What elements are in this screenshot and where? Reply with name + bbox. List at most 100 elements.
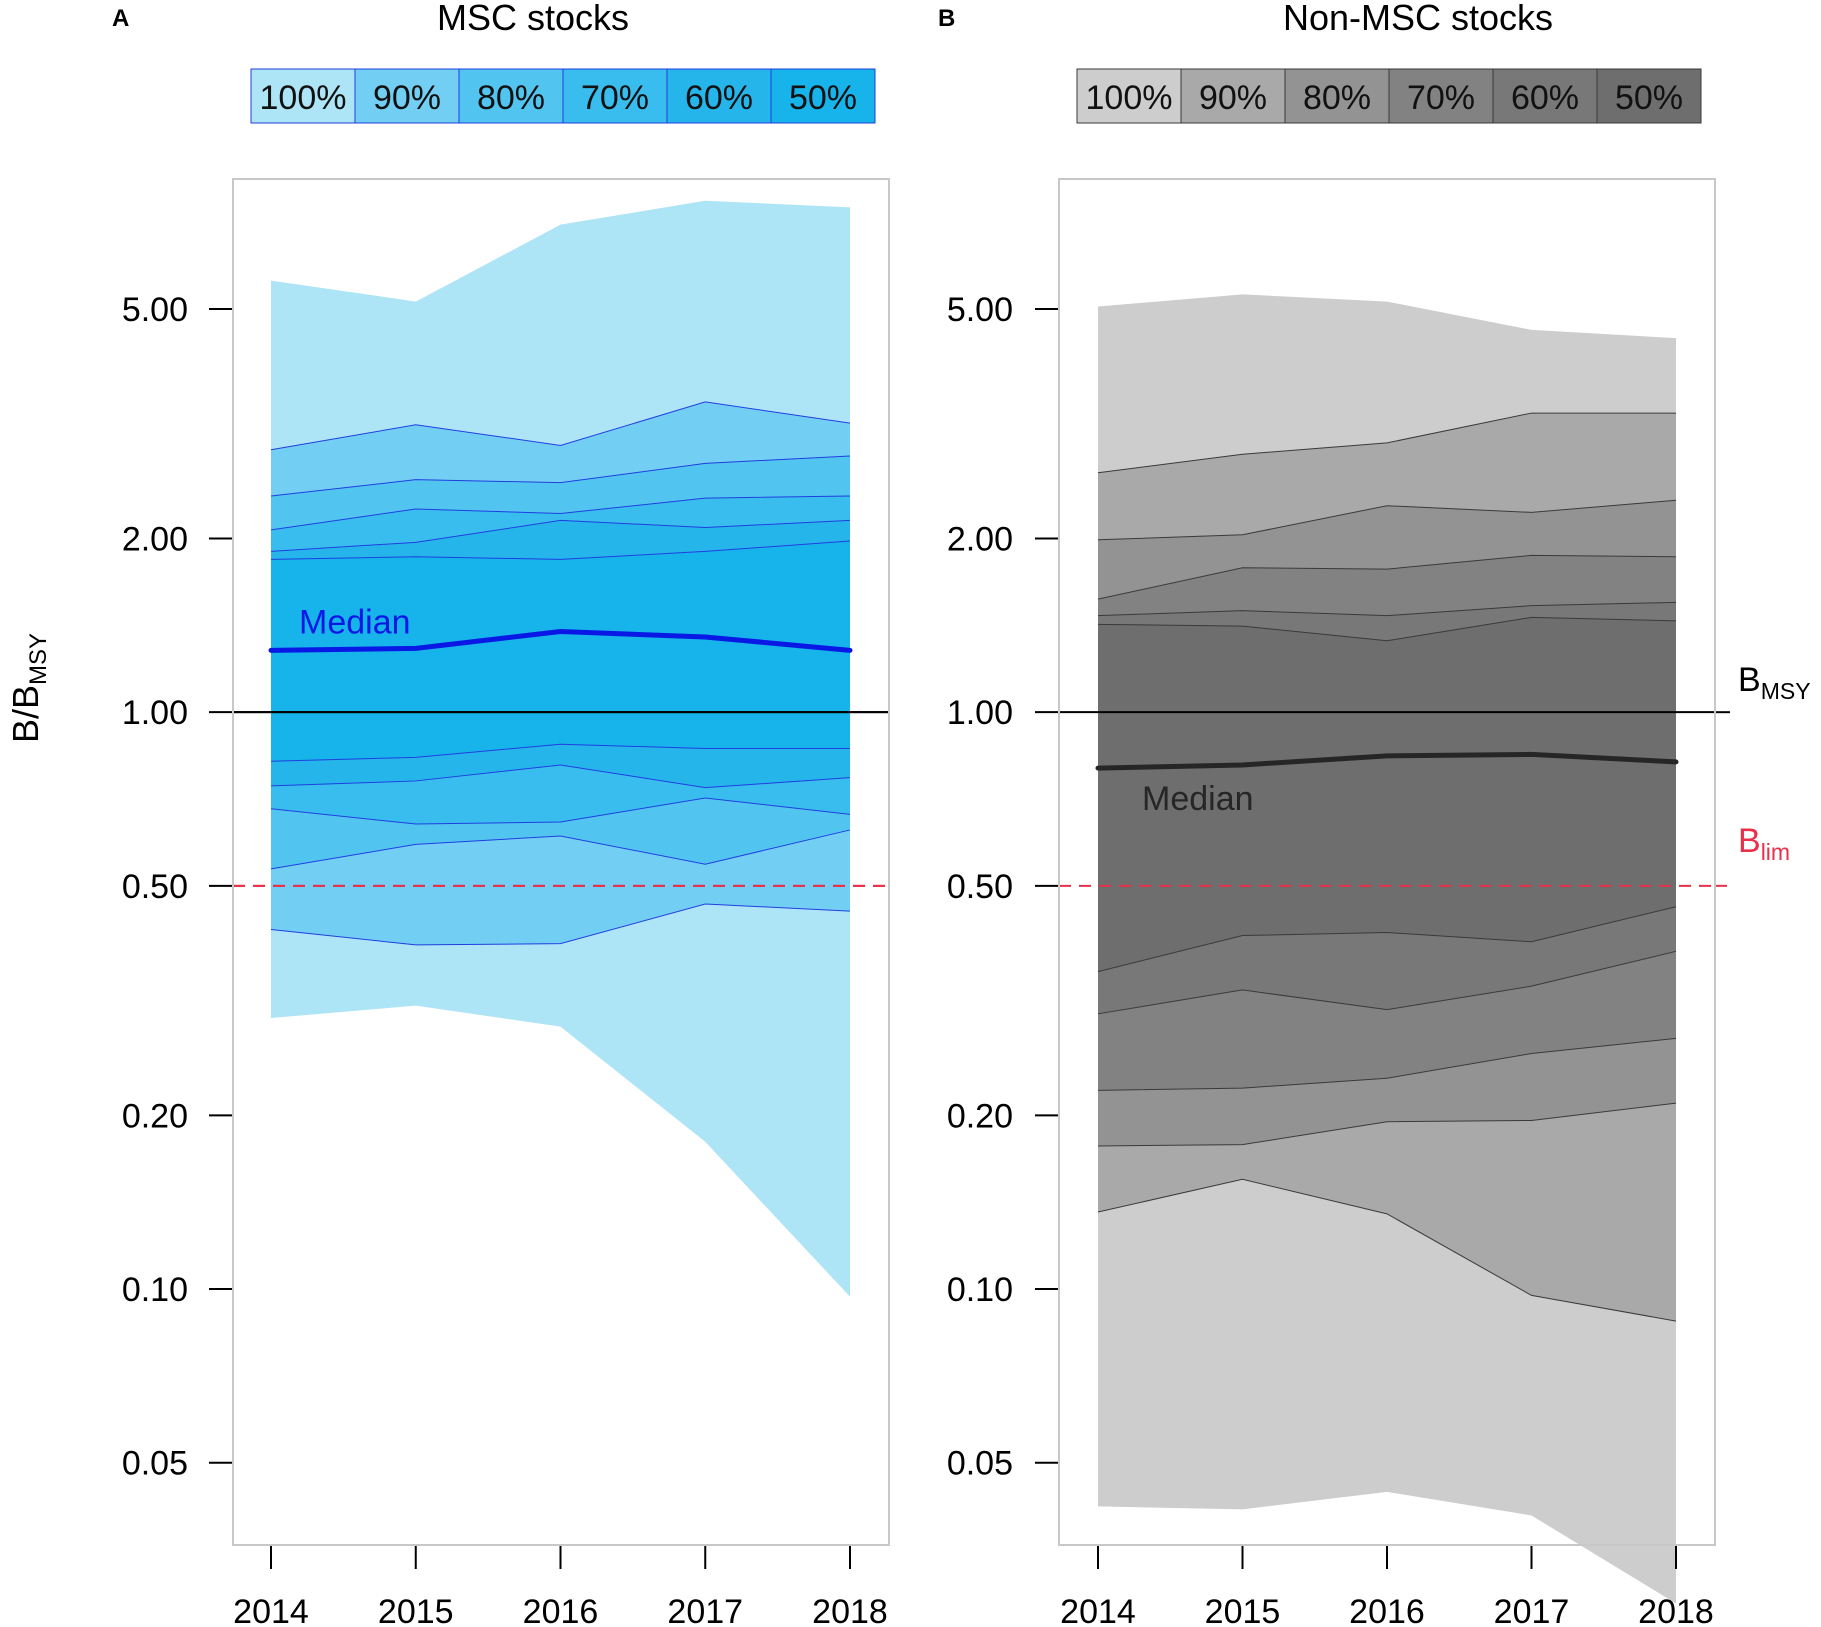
legend-swatch <box>354 68 460 124</box>
legend-label: 60% <box>685 79 753 117</box>
band-lower-edge <box>1097 1102 1677 1147</box>
band-upper-edge <box>1097 499 1677 541</box>
legend-label: 90% <box>1199 79 1267 117</box>
x-tick-label: 2017 <box>667 1593 743 1627</box>
blim-label: Blim <box>1738 822 1790 865</box>
bmsy-label-main: B <box>1738 661 1761 699</box>
panel-a: A MSC stocks 100% 90% 80% 70% 60% 50% Median … <box>112 0 890 1627</box>
y-tick-label: 2.00 <box>122 521 188 559</box>
y-tick-label: 5.00 <box>122 291 188 329</box>
band-upper-edge <box>270 401 851 451</box>
x-tick-label: 2014 <box>1060 1593 1136 1627</box>
legend-swatch <box>1284 68 1390 124</box>
bmsy-label-sub: MSY <box>1761 678 1811 704</box>
y-tick-label: 1.00 <box>122 694 188 732</box>
median-series: Median <box>1095 751 1679 818</box>
legend-label: 50% <box>789 79 857 117</box>
x-tick-label: 2014 <box>233 1593 309 1627</box>
band-lower-edge <box>1097 906 1677 973</box>
legend-swatch <box>1388 68 1494 124</box>
band-lower-edge <box>270 743 850 762</box>
y-tick-label: 1.00 <box>947 694 1013 732</box>
x-tick-label: 2015 <box>1205 1593 1281 1627</box>
x-tick-label: 2018 <box>1638 1593 1714 1627</box>
y-tick-label: 2.00 <box>947 521 1013 559</box>
legend-label: 60% <box>1511 79 1579 117</box>
band-upper-edge <box>1097 601 1677 617</box>
band-upper-edge <box>1097 616 1677 642</box>
median-line <box>1095 751 1679 771</box>
band-lower-edge <box>1097 950 1677 1015</box>
y-tick-label: 0.50 <box>947 868 1013 906</box>
band-upper-edge <box>270 455 851 497</box>
band-upper-edge <box>270 495 851 531</box>
band-lower-edge <box>270 829 851 870</box>
median-series: Median <box>268 603 853 653</box>
y-tick-label: 0.05 <box>122 1445 188 1483</box>
reference-lines <box>233 711 889 887</box>
legend-label: 70% <box>1407 79 1475 117</box>
plot-frame <box>232 178 890 1546</box>
confidence-bands <box>1097 294 1677 1604</box>
band-lower-edge <box>270 903 851 946</box>
panel-letter: A <box>112 5 129 32</box>
legend-label: 100% <box>260 79 347 117</box>
y-axis-label: B/BMSY <box>5 633 52 743</box>
legend-swatch <box>562 68 668 124</box>
y-axis-label-sub: MSY <box>25 633 52 685</box>
x-tick-label: 2016 <box>523 1593 599 1627</box>
x-tick-label: 2018 <box>812 1593 888 1627</box>
y-axis: 0.05 0.10 0.20 0.50 1.00 2.00 5.00 <box>122 291 233 1483</box>
y-tick-label: 0.20 <box>122 1097 188 1135</box>
y-axis: 0.05 0.10 0.20 0.50 1.00 2.00 5.00 <box>947 291 1059 1483</box>
legend-label: 50% <box>1615 79 1683 117</box>
median-label: Median <box>299 603 411 641</box>
y-tick-label: 0.10 <box>947 1271 1013 1309</box>
band-lower-edge <box>1097 1037 1677 1091</box>
band-upper-edge <box>1097 412 1676 474</box>
x-axis: 2014 2015 2016 2017 2018 <box>233 1544 888 1627</box>
blim-label-sub: lim <box>1761 839 1790 865</box>
panel-letter: B <box>938 5 955 32</box>
band-area <box>1098 617 1676 972</box>
legend-label: 80% <box>1303 79 1371 117</box>
legend-swatch <box>770 68 876 124</box>
median-line <box>268 628 853 653</box>
band-upper-edge <box>270 540 851 560</box>
legend-swatch <box>1596 68 1702 124</box>
legend-swatch <box>458 68 564 124</box>
x-tick-label: 2015 <box>378 1593 454 1627</box>
band-lower-edge <box>1097 1178 1677 1322</box>
y-tick-label: 0.50 <box>122 868 188 906</box>
x-tick-label: 2017 <box>1494 1593 1570 1627</box>
legend: 100% 90% 80% 70% 60% 50% <box>250 68 876 124</box>
legend-label: 70% <box>581 79 649 117</box>
y-axis-label-main: B/B <box>5 685 46 743</box>
band-upper-edge <box>1097 554 1677 600</box>
y-tick-label: 0.10 <box>122 1271 188 1309</box>
band-upper-edge <box>270 519 851 552</box>
band-area <box>271 541 850 762</box>
legend-swatch <box>1180 68 1286 124</box>
legend-swatch <box>1076 68 1182 124</box>
panel-b: B Non-MSC stocks 100% 90% 80% 70% 60% 50% Med… <box>938 0 1730 1627</box>
x-tick-label: 2016 <box>1349 1593 1425 1627</box>
median-label: Median <box>1142 780 1254 818</box>
y-tick-label: 5.00 <box>947 291 1013 329</box>
chart-title: MSC stocks <box>437 0 629 38</box>
blim-label-main: B <box>1738 822 1761 860</box>
legend: 100% 90% 80% 70% 60% 50% <box>1076 68 1702 124</box>
legend-label: 90% <box>373 79 441 117</box>
legend-label: 80% <box>477 79 545 117</box>
legend-swatch <box>666 68 772 124</box>
y-tick-label: 0.05 <box>947 1445 1013 1483</box>
legend-swatch <box>1492 68 1598 124</box>
legend-swatch <box>250 68 356 124</box>
bmsy-label: BMSY <box>1738 661 1811 704</box>
confidence-bands <box>270 200 851 1297</box>
band-lower-edge <box>270 764 851 789</box>
plot-frame <box>1058 178 1716 1546</box>
chart-title: Non-MSC stocks <box>1283 0 1553 38</box>
legend-label: 100% <box>1086 79 1173 117</box>
